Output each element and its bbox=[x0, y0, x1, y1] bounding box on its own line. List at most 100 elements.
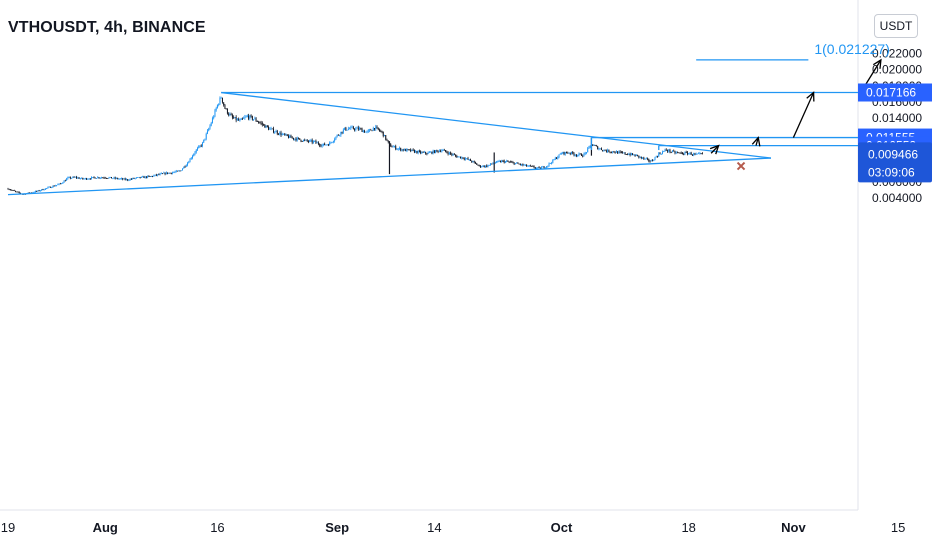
candle-body bbox=[238, 119, 240, 121]
candle-body bbox=[253, 119, 255, 121]
candle-body bbox=[648, 158, 650, 161]
candle-body bbox=[296, 137, 298, 141]
candle-body bbox=[103, 177, 105, 179]
candle-body bbox=[531, 165, 533, 167]
candle-body bbox=[349, 128, 351, 130]
candle-body bbox=[12, 190, 14, 191]
candle-body bbox=[644, 158, 646, 160]
candle-body bbox=[699, 153, 701, 155]
candle-body bbox=[486, 165, 488, 167]
candle-body bbox=[352, 126, 354, 129]
candle-body bbox=[628, 154, 630, 155]
candle-body bbox=[686, 152, 688, 155]
candle-body bbox=[425, 151, 427, 154]
candle-body bbox=[281, 134, 283, 136]
candle-body bbox=[294, 138, 296, 140]
candle-body bbox=[117, 178, 119, 179]
candle-body bbox=[194, 152, 196, 155]
candle-body bbox=[584, 152, 586, 154]
candle-body bbox=[479, 165, 481, 167]
candle-body bbox=[275, 131, 277, 133]
y-tick-label: 0.020000 bbox=[872, 63, 922, 77]
candle-body bbox=[538, 167, 540, 169]
candle-body bbox=[53, 185, 55, 187]
candle-body bbox=[430, 151, 432, 153]
candle-body bbox=[299, 138, 301, 140]
candle-body bbox=[499, 161, 501, 163]
candle-body bbox=[463, 158, 465, 160]
candle-body bbox=[351, 126, 353, 128]
candle-body bbox=[561, 153, 563, 155]
candle-body bbox=[488, 164, 490, 166]
candle-body bbox=[118, 178, 120, 180]
candle-body bbox=[688, 153, 690, 155]
candle-body bbox=[230, 114, 232, 116]
candle-body bbox=[432, 150, 434, 154]
candle-body bbox=[477, 164, 479, 166]
candle-body bbox=[447, 152, 449, 155]
candle-body bbox=[49, 186, 51, 188]
candle-body bbox=[220, 97, 222, 99]
candle-body bbox=[66, 178, 68, 181]
candle-body bbox=[215, 108, 217, 111]
chart-title: VTHOUSDT, 4h, BINANCE bbox=[8, 19, 206, 36]
candle-body bbox=[443, 149, 445, 151]
candle-body bbox=[375, 126, 377, 130]
candle-body bbox=[190, 158, 192, 159]
candle-body bbox=[312, 141, 314, 143]
candle-body bbox=[264, 124, 266, 128]
candle-body bbox=[335, 136, 337, 140]
candle-body bbox=[380, 130, 382, 132]
candle-body bbox=[163, 172, 165, 174]
candle-body bbox=[260, 122, 262, 124]
candle-body bbox=[513, 162, 515, 165]
candle-body bbox=[407, 149, 409, 150]
candle-body bbox=[206, 130, 208, 134]
candle-body bbox=[387, 140, 389, 143]
candle-body bbox=[536, 167, 538, 169]
candle-body bbox=[204, 138, 206, 140]
candle-body bbox=[546, 166, 548, 168]
candle-body bbox=[145, 176, 147, 178]
candle-body bbox=[124, 178, 126, 180]
candle-body bbox=[450, 152, 452, 154]
candle-body bbox=[302, 139, 304, 142]
candle-body bbox=[483, 165, 485, 167]
candle-body bbox=[537, 167, 539, 169]
x-tick-label: 15 bbox=[891, 520, 905, 535]
candle-body bbox=[32, 192, 34, 194]
candle-body bbox=[690, 152, 692, 155]
candle-body bbox=[153, 175, 155, 177]
candle-body bbox=[408, 149, 410, 151]
candle-body bbox=[138, 176, 140, 178]
candle-body bbox=[619, 151, 621, 153]
candle-body bbox=[403, 149, 405, 151]
candle-body bbox=[364, 130, 366, 133]
candle-body bbox=[354, 128, 356, 130]
candle-body bbox=[255, 118, 257, 122]
candle-body bbox=[391, 146, 393, 148]
candle-body bbox=[417, 150, 419, 154]
drawings[interactable]: 1(0.021227) bbox=[7, 41, 890, 196]
candle-body bbox=[570, 151, 572, 154]
candle-body bbox=[329, 142, 331, 146]
resistance-trendline bbox=[221, 91, 772, 159]
currency-unit-button[interactable]: USDT bbox=[874, 14, 918, 38]
candle-body bbox=[609, 152, 611, 153]
candle-body bbox=[165, 172, 167, 175]
candle-body bbox=[61, 183, 63, 185]
candle-body bbox=[465, 158, 467, 160]
candle-body bbox=[228, 113, 230, 116]
candle-body bbox=[673, 150, 675, 152]
candle-body bbox=[383, 135, 385, 137]
candle-body bbox=[618, 151, 620, 154]
candle-body bbox=[647, 158, 649, 160]
x-tick-label: 19 bbox=[1, 520, 15, 535]
candle-body bbox=[613, 151, 615, 153]
candle-body bbox=[344, 127, 346, 130]
candle-body bbox=[669, 149, 671, 152]
candle-body bbox=[108, 177, 110, 179]
candle-body bbox=[123, 178, 125, 180]
candle-body bbox=[649, 160, 651, 162]
